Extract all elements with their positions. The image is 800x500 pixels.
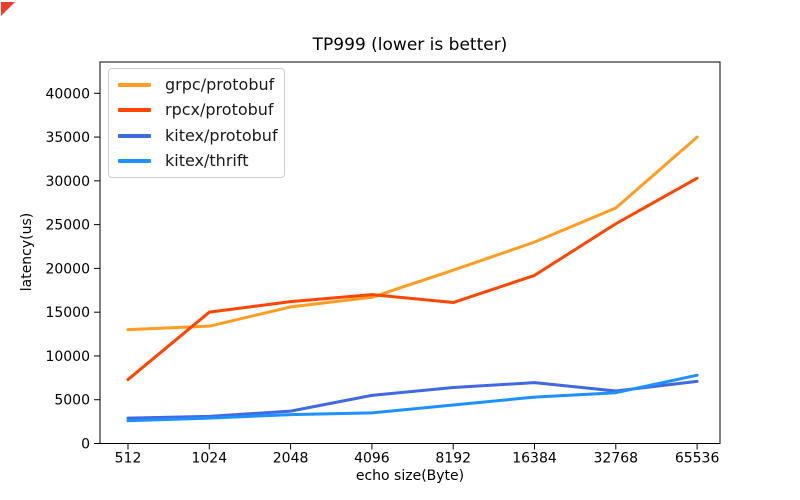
x-tick-label: 65536	[675, 451, 720, 467]
legend-label: kitex/thrift	[165, 151, 249, 171]
legend-label: rpcx/protobuf	[165, 100, 274, 120]
legend-label: kitex/protobuf	[165, 125, 278, 145]
corner-flag-icon	[1, 2, 15, 16]
legend-line-swatch	[118, 133, 151, 138]
legend-item: kitex/protobuf	[109, 123, 284, 149]
x-axis-label: echo size(Byte)	[355, 468, 465, 484]
legend-line-swatch	[118, 82, 151, 87]
legend-item: grpc/protobuf	[109, 72, 284, 98]
series-line-kitex-thrift	[126, 373, 699, 423]
y-tick-label: 5000	[54, 393, 90, 409]
legend-label: grpc/protobuf	[165, 74, 275, 94]
x-tick-label: 16384	[512, 451, 557, 467]
y-tick-label: 20000	[45, 261, 90, 277]
x-tick-label: 8192	[435, 451, 471, 467]
y-tick-label: 40000	[45, 86, 90, 102]
y-axis-label: latency(us)	[19, 212, 35, 292]
y-tick-label: 25000	[45, 218, 90, 234]
chart-title: TP999 (lower is better)	[312, 35, 508, 55]
axes-spines	[99, 61, 721, 444]
y-tick-label: 0	[81, 437, 90, 453]
y-tick-label: 35000	[45, 130, 90, 146]
legend-item: kitex/thrift	[109, 149, 284, 175]
x-tick-label: 1024	[191, 451, 227, 467]
legend-line-swatch	[118, 108, 151, 113]
x-tick-label: 512	[115, 451, 142, 467]
legend-item: rpcx/protobuf	[109, 98, 284, 124]
series-line-kitex-protobuf	[126, 379, 699, 420]
x-tick-label: 2048	[273, 451, 309, 467]
legend: grpc/protobuf rpcx/protobuf kitex/protobuf…	[108, 68, 285, 178]
y-tick-label: 10000	[45, 349, 90, 365]
x-tick-label: 4096	[354, 451, 390, 467]
legend-line-swatch	[118, 159, 151, 164]
series-line-rpcx-protobuf	[126, 176, 699, 382]
x-tick-label: 32768	[594, 451, 639, 467]
y-tick-label: 30000	[45, 174, 90, 190]
series-line-grpc-protobuf	[126, 135, 699, 332]
y-tick-label: 15000	[45, 305, 90, 321]
